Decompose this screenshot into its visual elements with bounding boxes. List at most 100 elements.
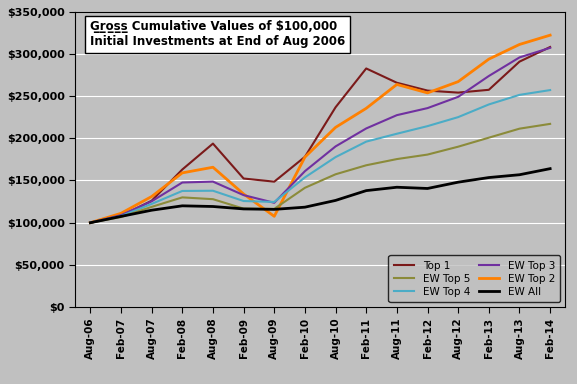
EW Top 5: [516, 126, 523, 131]
EW Top 4: [424, 124, 431, 128]
Top 1: [118, 214, 125, 218]
EW Top 2: [240, 192, 247, 196]
EW All: [363, 188, 370, 193]
EW All: [516, 172, 523, 177]
EW Top 2: [271, 214, 278, 218]
EW Top 4: [209, 189, 216, 193]
Text: G̲r̲o̲s̲s̲ Cumulative Values of $100,000
Initial Investments at End of Aug 2006: G̲r̲o̲s̲s̲ Cumulative Values of $100,000…: [90, 20, 345, 48]
EW Top 4: [516, 93, 523, 97]
EW Top 3: [485, 74, 492, 78]
EW Top 5: [148, 205, 155, 209]
Top 1: [179, 167, 186, 172]
EW Top 2: [87, 220, 94, 225]
EW All: [240, 207, 247, 211]
EW Top 4: [546, 88, 553, 93]
EW Top 3: [394, 113, 400, 118]
EW Top 2: [332, 125, 339, 130]
EW Top 3: [546, 46, 553, 50]
EW All: [118, 214, 125, 219]
EW All: [179, 204, 186, 208]
EW Top 2: [424, 91, 431, 95]
EW Top 5: [87, 220, 94, 225]
EW Top 5: [485, 136, 492, 140]
Top 1: [516, 60, 523, 64]
EW Top 3: [87, 220, 94, 225]
EW Top 4: [394, 131, 400, 136]
EW Top 3: [209, 179, 216, 184]
EW Top 2: [118, 211, 125, 216]
EW Top 4: [455, 115, 462, 119]
EW Top 5: [363, 163, 370, 167]
EW Top 2: [394, 82, 400, 87]
EW Top 5: [455, 144, 462, 149]
EW Top 5: [271, 207, 278, 211]
EW Top 4: [271, 200, 278, 204]
Top 1: [240, 176, 247, 181]
EW Top 3: [363, 126, 370, 131]
EW All: [394, 185, 400, 190]
Legend: Top 1, EW Top 5, EW Top 4, EW Top 3, EW Top 2, EW All: Top 1, EW Top 5, EW Top 4, EW Top 3, EW …: [388, 255, 560, 302]
EW All: [301, 205, 308, 210]
Line: EW Top 4: EW Top 4: [91, 90, 550, 223]
EW Top 2: [363, 106, 370, 111]
EW Top 4: [179, 189, 186, 193]
EW Top 4: [118, 214, 125, 218]
EW Top 3: [179, 180, 186, 185]
EW Top 5: [209, 197, 216, 202]
EW Top 4: [87, 220, 94, 225]
EW Top 5: [301, 185, 308, 190]
EW All: [87, 220, 94, 225]
Top 1: [148, 199, 155, 203]
EW All: [148, 208, 155, 212]
EW Top 4: [363, 139, 370, 144]
Top 1: [271, 179, 278, 184]
EW Top 3: [240, 193, 247, 197]
Top 1: [546, 45, 553, 49]
EW All: [209, 204, 216, 209]
EW Top 2: [485, 57, 492, 61]
Line: EW Top 2: EW Top 2: [91, 35, 550, 223]
Top 1: [394, 81, 400, 85]
EW Top 5: [240, 206, 247, 211]
EW All: [424, 186, 431, 191]
EW Top 5: [179, 195, 186, 200]
EW Top 3: [516, 55, 523, 60]
EW Top 2: [516, 42, 523, 47]
EW Top 4: [301, 175, 308, 180]
EW Top 5: [424, 152, 431, 157]
EW Top 2: [546, 33, 553, 38]
EW Top 3: [271, 200, 278, 205]
EW Top 3: [424, 106, 431, 111]
EW Top 3: [455, 94, 462, 99]
EW Top 2: [148, 194, 155, 199]
Top 1: [485, 88, 492, 92]
Top 1: [455, 90, 462, 95]
Top 1: [424, 88, 431, 93]
EW Top 5: [332, 172, 339, 177]
Line: EW Top 3: EW Top 3: [91, 48, 550, 223]
EW All: [455, 180, 462, 184]
EW Top 3: [118, 213, 125, 217]
Top 1: [209, 141, 216, 146]
EW All: [332, 198, 339, 203]
EW Top 2: [179, 170, 186, 175]
Line: EW All: EW All: [91, 169, 550, 223]
Top 1: [363, 66, 370, 71]
EW Top 3: [301, 169, 308, 174]
EW All: [271, 207, 278, 212]
EW All: [485, 175, 492, 180]
Top 1: [301, 154, 308, 159]
EW Top 4: [332, 155, 339, 159]
EW Top 5: [546, 122, 553, 126]
EW Top 4: [485, 102, 492, 107]
EW Top 4: [240, 199, 247, 204]
EW Top 5: [118, 215, 125, 219]
Top 1: [332, 105, 339, 109]
EW Top 4: [148, 202, 155, 206]
EW Top 2: [209, 165, 216, 170]
EW Top 5: [394, 157, 400, 161]
Line: EW Top 5: EW Top 5: [91, 124, 550, 223]
EW Top 2: [455, 79, 462, 84]
EW All: [546, 166, 553, 171]
Line: Top 1: Top 1: [91, 47, 550, 223]
